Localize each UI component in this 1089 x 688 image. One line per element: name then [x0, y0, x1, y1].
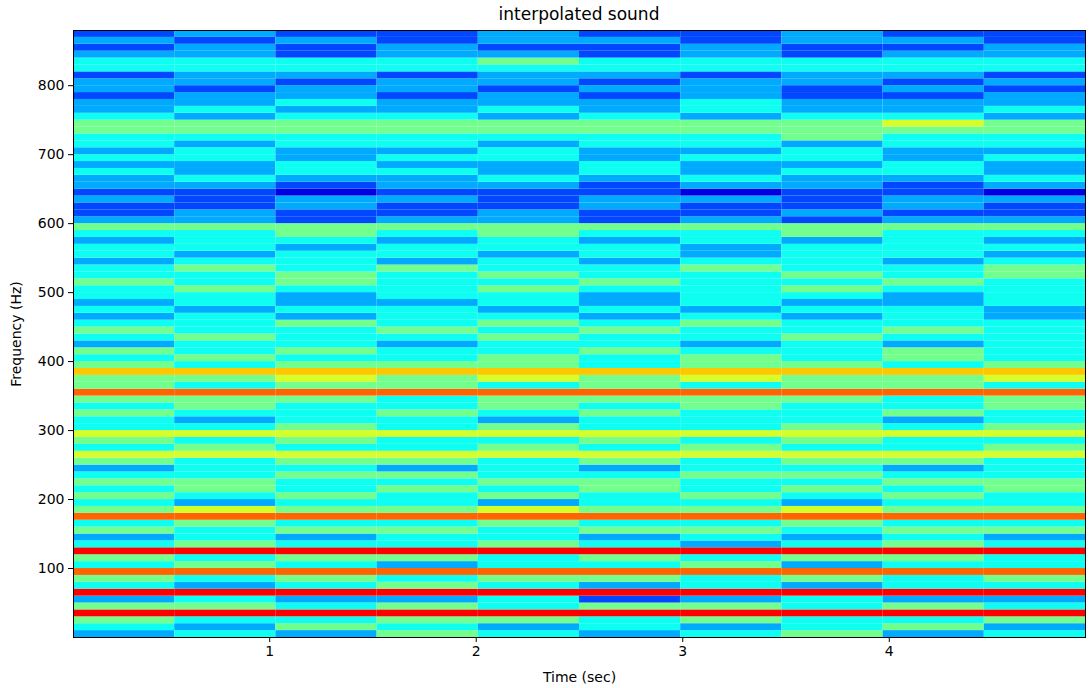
svg-text:800: 800: [38, 77, 65, 93]
svg-text:1: 1: [265, 643, 274, 659]
svg-text:3: 3: [678, 643, 687, 659]
svg-text:200: 200: [38, 491, 65, 507]
svg-text:Frequency (Hz): Frequency (Hz): [8, 281, 24, 387]
svg-text:300: 300: [38, 422, 65, 438]
svg-text:600: 600: [38, 215, 65, 231]
svg-text:400: 400: [38, 353, 65, 369]
svg-text:700: 700: [38, 146, 65, 162]
svg-text:100: 100: [38, 560, 65, 576]
svg-text:Time (sec): Time (sec): [542, 669, 616, 685]
svg-text:500: 500: [38, 284, 65, 300]
html-text:interpolated sound: interpolated sound: [498, 4, 660, 24]
svg-text:2: 2: [472, 643, 481, 659]
svg-text:4: 4: [885, 643, 894, 659]
